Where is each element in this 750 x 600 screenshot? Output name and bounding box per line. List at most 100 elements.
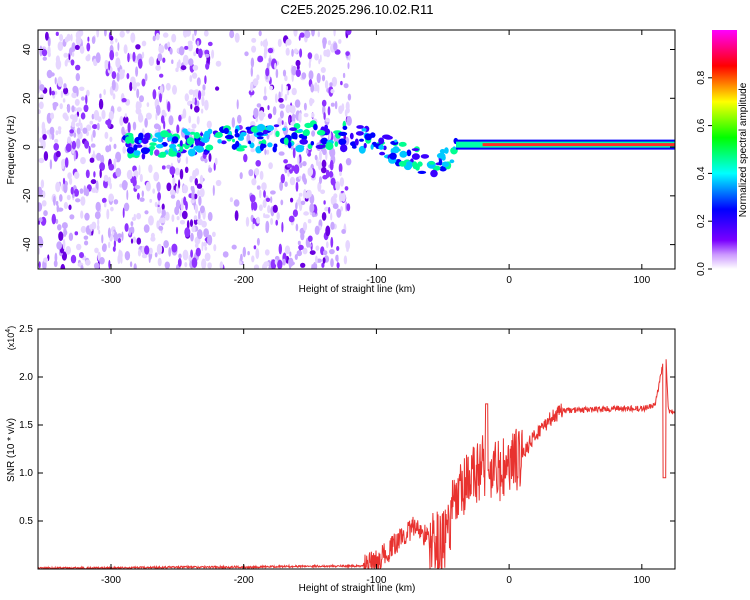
spec-noise-1111 — [342, 72, 346, 79]
spec-noise-676 — [258, 189, 262, 199]
spec-noise-696 — [184, 45, 189, 50]
spec-noise-704 — [242, 246, 246, 258]
spec-noise-1101 — [322, 257, 326, 264]
spec-noise-47 — [92, 124, 98, 130]
spec-noise-1178 — [192, 64, 199, 71]
spec-noise-710 — [99, 93, 102, 99]
spec-noise-1168 — [84, 240, 89, 246]
spec-noise-227 — [188, 89, 194, 95]
spec-x-tick-label-2: -100 — [366, 275, 386, 286]
spec-noise-973 — [62, 177, 66, 185]
spectrogram-x-label: Height of straight line (km) — [299, 284, 416, 295]
spec-trace-blob-220 — [392, 146, 400, 154]
spec-noise-915 — [159, 73, 164, 78]
spec-noise-508 — [256, 185, 261, 190]
spec-noise-1106 — [198, 48, 203, 59]
spec-noise-709 — [264, 46, 268, 55]
colorbar-tick-label-4: 0.8 — [696, 70, 707, 84]
spec-noise-331 — [178, 253, 182, 259]
spec-noise-525 — [281, 120, 284, 125]
spec-trace-blob-255 — [141, 147, 151, 153]
spec-noise-200 — [91, 36, 96, 44]
spec-trace-blob-53 — [157, 136, 164, 143]
spec-noise-753 — [285, 38, 292, 46]
spec-noise-619 — [307, 167, 314, 177]
spec-noise-785 — [319, 54, 322, 63]
spec-noise-396 — [168, 115, 174, 126]
spec-noise-1038 — [57, 126, 62, 131]
spec-noise-204 — [293, 30, 298, 37]
spec-noise-650 — [101, 234, 104, 244]
spec-noise-1043 — [148, 56, 155, 66]
snr-x-tick-label-3: 0 — [506, 575, 512, 586]
spec-noise-549 — [68, 232, 74, 241]
spec-noise-748 — [251, 37, 257, 43]
spec-noise-913 — [212, 231, 216, 237]
spec-noise-92 — [286, 90, 290, 96]
spec-noise-1033 — [108, 193, 114, 202]
spec-noise-212 — [155, 32, 160, 41]
spec-noise-1057 — [323, 250, 328, 256]
spec-noise-769 — [40, 179, 45, 189]
colorbar-gradient — [712, 30, 737, 269]
spec-noise-1171 — [63, 52, 69, 58]
spec-noise-945 — [258, 204, 263, 211]
spec-trace-blob-258 — [168, 150, 177, 157]
spec-noise-1161 — [161, 209, 166, 217]
spec-noise-764 — [95, 52, 101, 64]
spec-trace-blob-16 — [313, 123, 318, 131]
spec-noise-1046 — [191, 225, 196, 233]
spec-noise-797 — [267, 47, 274, 54]
spec-noise-841 — [336, 208, 342, 218]
spec-noise-987 — [335, 181, 341, 191]
spec-noise-1021 — [322, 37, 327, 46]
spec-noise-1012 — [165, 82, 171, 91]
spec-noise-524 — [295, 181, 299, 192]
spec-trace-blob-38 — [220, 140, 227, 145]
spec-noise-585 — [208, 167, 213, 173]
spec-noise-489 — [138, 58, 143, 69]
spec-trace-blob-256 — [195, 145, 205, 153]
spec-trace-blob-231 — [444, 147, 449, 154]
spec-noise-286 — [158, 44, 165, 54]
spec-noise-429 — [295, 59, 301, 67]
spec-noise-568 — [136, 237, 142, 245]
spec-noise-729 — [182, 249, 189, 261]
spec-noise-219 — [55, 130, 59, 136]
spec-noise-399 — [253, 264, 260, 269]
spec-noise-990 — [101, 109, 106, 120]
spec-noise-1050 — [204, 252, 211, 262]
spec-noise-970 — [329, 159, 334, 171]
spec-noise-737 — [49, 72, 55, 77]
spec-trace-blob-225 — [214, 132, 223, 138]
spec-noise-887 — [73, 150, 76, 162]
spec-noise-1090 — [272, 106, 277, 116]
spec-trace-blob-58 — [399, 150, 408, 158]
spec-noise-329 — [261, 182, 267, 191]
spec-noise-523 — [330, 236, 334, 248]
spec-noise-6 — [133, 263, 137, 269]
spec-noise-837 — [207, 234, 213, 246]
spec-noise-849 — [61, 222, 68, 229]
spec-noise-675 — [153, 171, 160, 182]
spec-noise-319 — [122, 207, 125, 219]
spec-noise-1062 — [126, 169, 133, 180]
spec-trace-blob-184 — [200, 137, 210, 143]
spec-trace-blob-174 — [130, 140, 135, 144]
spec-noise-1166 — [68, 204, 72, 211]
spec-trace-blob-79 — [249, 142, 255, 149]
spec-noise-590 — [104, 131, 109, 139]
spec-noise-113 — [178, 59, 181, 68]
spec-noise-971 — [124, 113, 127, 118]
spec-noise-711 — [298, 175, 302, 180]
spec-noise-140 — [194, 178, 198, 186]
spec-noise-902 — [325, 117, 330, 123]
spec-trace-blob-229 — [256, 124, 266, 131]
spec-noise-858 — [346, 203, 351, 212]
spec-noise-606 — [101, 197, 107, 203]
spec-noise-538 — [51, 90, 56, 96]
spec-trace-blob-29 — [406, 149, 412, 157]
spec-noise-643 — [195, 247, 201, 257]
spec-noise-428 — [295, 202, 298, 210]
spec-noise-789 — [111, 231, 115, 236]
